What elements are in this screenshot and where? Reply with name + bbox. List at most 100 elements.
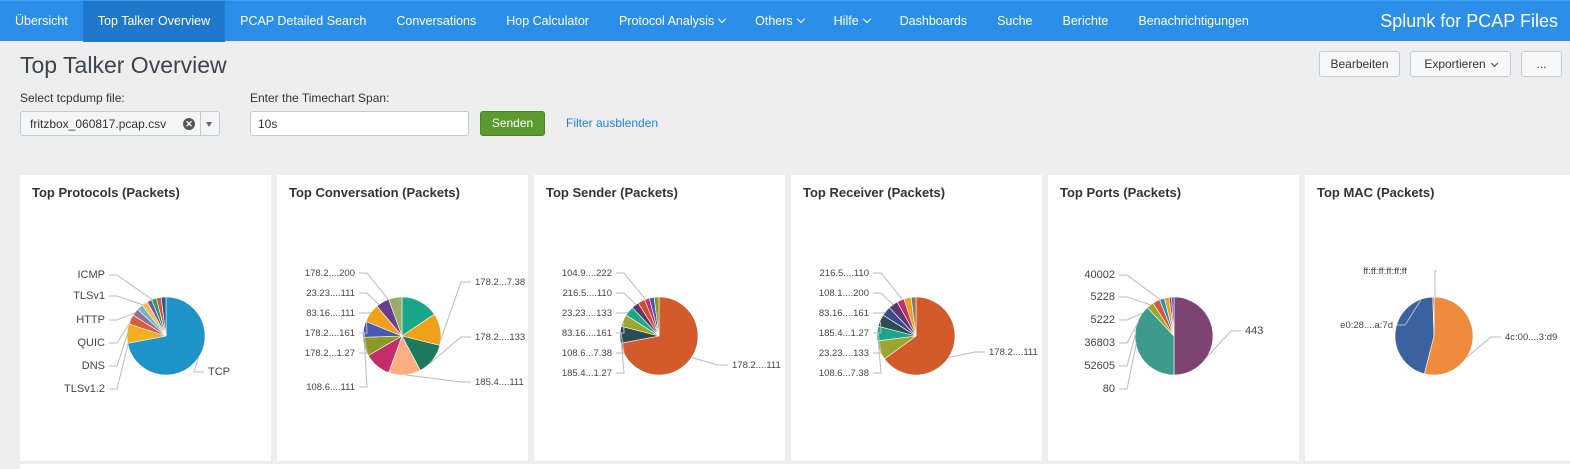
- nav-item-protocol-analysis[interactable]: Protocol Analysis: [604, 1, 740, 42]
- pie-slice[interactable]: [1423, 296, 1474, 376]
- nav-item-label: Top Talker Overview: [97, 14, 211, 28]
- nav-item-benachrichtigungen[interactable]: Benachrichtigungen: [1123, 1, 1264, 42]
- leader-line: [616, 292, 637, 306]
- leader-line: [1434, 270, 1437, 297]
- pie-label: e0:28....a:7d: [1340, 320, 1393, 331]
- panel-title: Top Sender (Packets): [546, 185, 678, 200]
- leader-line: [616, 272, 647, 301]
- nav-item-pcap-detailed-search[interactable]: PCAP Detailed Search: [225, 1, 381, 42]
- pie-label: 23.23....133: [562, 308, 612, 319]
- nav-menu: Übersicht Top Talker Overview PCAP Detai…: [0, 1, 1264, 42]
- pie-slice[interactable]: [1432, 296, 1435, 337]
- panel-title: Top Receiver (Packets): [803, 185, 946, 200]
- leader-line: [193, 357, 204, 373]
- export-button[interactable]: Exportieren: [1410, 51, 1511, 77]
- nav-item-label: Berichte: [1062, 14, 1109, 28]
- leader-line: [616, 332, 625, 354]
- leader-line: [873, 342, 882, 374]
- submit-button[interactable]: Senden: [480, 111, 545, 136]
- pie-label: 108.6...7.38: [562, 348, 612, 359]
- pie-label: 104.9....222: [562, 268, 612, 279]
- pie-slice[interactable]: [910, 296, 917, 337]
- nav-item-suche[interactable]: Suche: [982, 1, 1047, 42]
- pie-label: 178.2...7.38: [475, 277, 525, 288]
- pie-slice[interactable]: [653, 296, 660, 337]
- pie-slice[interactable]: [1173, 296, 1214, 376]
- clear-icon[interactable]: ✕: [183, 118, 195, 130]
- leader-line: [873, 292, 894, 306]
- nav-item-label: Suche: [997, 14, 1033, 28]
- pie-slice[interactable]: [127, 296, 206, 376]
- panel-top-protocols: Top Protocols (Packets) ICMP TLSv1 HTTP QUI…: [20, 175, 271, 461]
- timechart-span-input[interactable]: [250, 111, 469, 136]
- pie-slice[interactable]: [1171, 296, 1175, 337]
- leader-line: [1119, 274, 1162, 301]
- caret-down-icon[interactable]: [206, 122, 212, 127]
- nav-item-dashboards[interactable]: Dashboards: [885, 1, 982, 42]
- pie-label: 80: [1103, 383, 1115, 395]
- panel-top-mac: Top MAC (Packets) e0:28....a:7d 4c:00....…: [1305, 175, 1570, 461]
- nav-item-conversations[interactable]: Conversations: [381, 1, 491, 42]
- pie-slice[interactable]: [1134, 307, 1175, 376]
- pie-slice[interactable]: [160, 296, 167, 337]
- pie-label: TLSv1: [73, 290, 105, 302]
- leader-line: [1397, 299, 1422, 326]
- pie-label: 108.1....200: [819, 288, 869, 299]
- nav-item-berichte[interactable]: Berichte: [1048, 1, 1124, 42]
- leader-line: [405, 374, 471, 383]
- nav-item-label: Übersicht: [15, 14, 68, 28]
- pie-label: 4c:00....3:d9: [1505, 332, 1557, 343]
- file-select[interactable]: fritzbox_060817.pcap.csv ✕: [20, 111, 220, 136]
- nav-item-top-talker-overview[interactable]: Top Talker Overview: [82, 1, 226, 42]
- pie-label: 23.23....111: [306, 288, 355, 299]
- leader-line: [359, 312, 372, 314]
- export-button-label: Exportieren: [1424, 57, 1486, 71]
- leader-line: [109, 274, 154, 301]
- pie-label: HTTP: [76, 314, 105, 326]
- nav-item-label: PCAP Detailed Search: [240, 14, 367, 28]
- leader-line: [1119, 342, 1137, 390]
- panel-top-receiver: Top Receiver (Packets) 216.5....110 108.1…: [791, 175, 1042, 461]
- edit-button[interactable]: Bearbeiten: [1319, 51, 1400, 77]
- pie-chart: 104.9....222 216.5....110 23.23....133 83.1…: [562, 268, 781, 379]
- pie-label: 178.2....161: [305, 328, 355, 339]
- nav-item-others[interactable]: Others: [740, 1, 819, 42]
- leader-line: [873, 312, 886, 314]
- leader-line: [359, 332, 368, 354]
- chevron-down-icon: [796, 14, 805, 24]
- more-actions-button[interactable]: ...: [1521, 51, 1562, 77]
- leader-line: [109, 312, 136, 321]
- leader-line: [109, 332, 129, 367]
- pie-slice[interactable]: [620, 296, 699, 376]
- nav-item-uebersicht[interactable]: Übersicht: [0, 1, 83, 42]
- file-select-label: Select tcpdump file:: [20, 91, 125, 105]
- nav-item-hilfe[interactable]: Hilfe: [819, 1, 885, 42]
- pie-label: 185.4...1.27: [562, 368, 612, 379]
- pie-label: 108.6...7.38: [819, 368, 869, 379]
- leader-line: [109, 295, 144, 306]
- next-row-panel: [20, 464, 1570, 469]
- nav-item-label: Benachrichtigungen: [1138, 14, 1249, 28]
- panel-title: Top MAC (Packets): [1317, 185, 1435, 200]
- nav-item-hop-calculator[interactable]: Hop Calculator: [491, 1, 604, 42]
- pie-label: 83.16....161: [819, 308, 869, 319]
- pie-label: 108.6....111: [306, 382, 355, 393]
- leader-line: [109, 342, 129, 390]
- hide-filters-link[interactable]: Filter ausblenden: [566, 116, 659, 130]
- pie-label: 23.23....133: [819, 348, 869, 359]
- pie-label: TCP: [208, 366, 230, 378]
- leader-line: [429, 336, 471, 364]
- panel-title: Top Conversation (Packets): [289, 185, 460, 200]
- chevron-down-icon: [1490, 59, 1498, 68]
- pie-label: 443: [1245, 325, 1263, 337]
- pie-slice[interactable]: [1394, 296, 1435, 375]
- pie-label: 178.2....200: [305, 268, 355, 279]
- pie-label: 40002: [1084, 269, 1115, 281]
- leader-line: [873, 332, 882, 354]
- pie-slice[interactable]: [884, 296, 956, 376]
- panel-title: Top Ports (Packets): [1060, 185, 1182, 200]
- leader-line: [616, 312, 629, 314]
- file-select-value: fritzbox_060817.pcap.csv: [30, 117, 167, 131]
- nav-item-label: Dashboards: [899, 14, 968, 28]
- pie-chart: 178.2....200 23.23....111 83.16....111 178.…: [305, 268, 525, 393]
